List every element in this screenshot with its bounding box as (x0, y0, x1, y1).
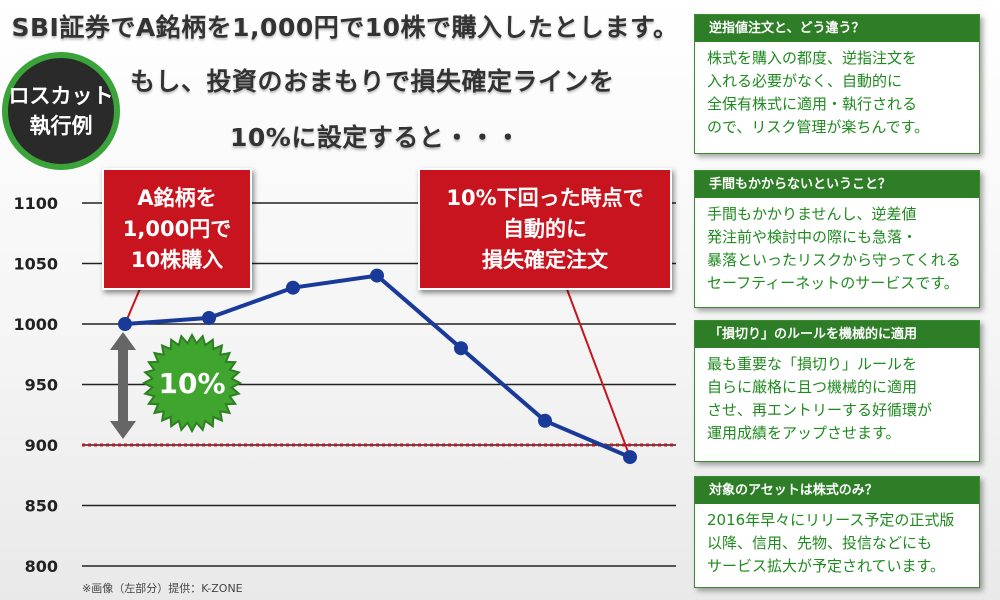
data-point (286, 280, 300, 295)
panel-title: 手間もかからないということ？ (695, 171, 979, 198)
headline-line-3: 10%に設定すると・・・ (230, 123, 521, 152)
data-point (623, 450, 637, 465)
price-series-points (118, 268, 637, 465)
stop-callout-pointer (564, 283, 631, 458)
info-panel-stop-loss-rule: 「損切り」のルールを機械的に適用 最も重要な「損切り」ルールを 自らに厳格に且つ… (694, 320, 980, 462)
y-tick-label: 1100 (13, 194, 58, 213)
stop-callout: 10%下回った時点で 自動的に 損失確定注文 (418, 168, 672, 290)
arrow-shaft (118, 348, 128, 423)
data-point (370, 268, 384, 283)
badge-line-2: 執行例 (29, 114, 93, 138)
info-panel-assets: 対象のアセットは株式のみ？ 2016年早々にリリース予定の正式版 以降、信用、先… (694, 476, 980, 588)
panel-body: 手間もかかりませんし、逆差値 発注前や検討中の際にも急落・ 暴落といったリスクか… (707, 205, 961, 292)
data-point (202, 310, 216, 325)
arrow-head-up (110, 332, 136, 350)
ten-percent-seal: 10% (141, 332, 243, 434)
panel-title: 対象のアセットは株式のみ？ (695, 477, 979, 504)
y-tick-label: 1050 (13, 255, 58, 274)
arrow-head-down (110, 421, 136, 439)
stop-callout-line-1: 10%下回った時点で (446, 185, 644, 210)
stop-callout-line-2: 自動的に (503, 216, 587, 241)
panel-body: 株式を購入の都度、逆指注文を 入れる必要がなく、自動的に 全保有株式に適用・執行… (707, 49, 930, 136)
badge-line-1: ロスカット (8, 84, 114, 108)
buy-callout-line-3: 10株購入 (130, 247, 224, 272)
panel-body: 2016年早々にリリース予定の正式版 以降、信用、先物、投信などにも サービス拡… (707, 511, 955, 575)
panel-title: 「損切り」のルールを機械的に適用 (695, 321, 979, 348)
info-panel-reverse-limit: 逆指値注文と、どう違う？ 株式を購入の都度、逆指注文を 入れる必要がなく、自動的… (694, 14, 980, 154)
buy-callout-pointer (124, 283, 143, 325)
headline-line-2: もし、投資のおまもりで損失確定ラインを (130, 67, 615, 96)
ten-percent-arrow (110, 332, 136, 439)
y-tick-label: 950 (25, 376, 58, 395)
headline-line-1: SBI証券でA銘柄を1,000円で10株で購入したとします。 (11, 13, 679, 42)
seal-starburst (141, 332, 243, 434)
y-tick-label: 1000 (13, 315, 58, 334)
info-panel-effort: 手間もかからないということ？ 手間もかかりませんし、逆差値 発注前や検討中の際に… (694, 170, 980, 308)
y-tick-label: 900 (25, 436, 58, 455)
seal-label: 10% (158, 367, 225, 400)
panel-title: 逆指値注文と、どう違う？ (695, 15, 979, 42)
data-point (538, 413, 552, 428)
y-tick-label: 850 (25, 497, 58, 516)
y-tick-label: 800 (25, 557, 58, 576)
stop-callout-line-3: 損失確定注文 (482, 247, 608, 272)
buy-callout-line-1: A銘柄を (137, 185, 217, 210)
data-point (454, 341, 468, 356)
buy-callout: A銘柄を 1,000円で 10株購入 (102, 168, 252, 290)
data-point (118, 317, 132, 331)
loss-cut-badge: ロスカット 執行例 (2, 52, 120, 170)
image-credit: ※画像（左部分）提供：K-ZONE (82, 582, 243, 595)
y-axis-ticks: 1100 1050 1000 950 900 850 800 (13, 194, 58, 576)
panel-body: 最も重要な「損切り」ルールを 自らに厳格に且つ機械的に適用 させ、再エントリーす… (707, 355, 933, 442)
buy-callout-line-2: 1,000円で (122, 216, 232, 241)
